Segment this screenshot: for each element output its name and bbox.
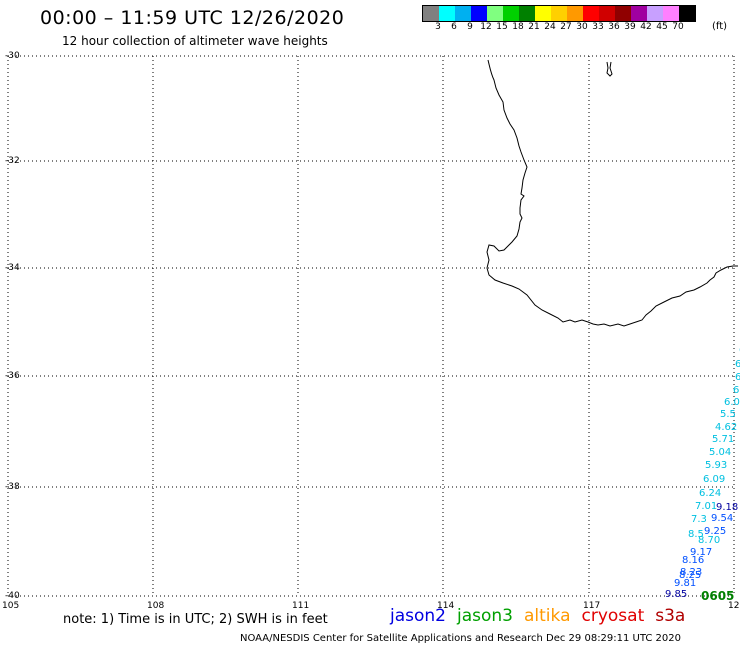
colorbar-tick-label: 33 bbox=[592, 22, 604, 32]
wave-height-label: 8.16 bbox=[682, 555, 704, 566]
latitude-label: -36 bbox=[5, 371, 20, 381]
legend-item-altika: altika bbox=[524, 606, 571, 626]
legend-item-cryosat: cryosat bbox=[581, 606, 645, 626]
footer-credit: NOAA/NESDIS Center for Satellite Applica… bbox=[240, 633, 682, 644]
colorbar-swatch bbox=[583, 6, 599, 21]
colorbar-swatch bbox=[455, 6, 471, 21]
wave-height-label: 5.71 bbox=[712, 434, 734, 445]
colorbar-tick-label: 9 bbox=[467, 22, 473, 32]
colorbar-tick-label: 18 bbox=[512, 22, 524, 32]
colorbar-tick-label: 3 bbox=[435, 22, 441, 32]
legend-item-jason3: jason3 bbox=[457, 606, 513, 626]
colorbar-swatch bbox=[503, 6, 519, 21]
latitude-label: -38 bbox=[5, 482, 20, 492]
wave-height-label: 9.17 bbox=[690, 547, 712, 558]
longitude-label: 114 bbox=[437, 601, 455, 611]
latitude-label: -40 bbox=[5, 591, 20, 601]
wave-height-label: 5.93 bbox=[705, 460, 727, 471]
colorbar-tick-label: 42 bbox=[640, 22, 652, 32]
altimeter-track: 66666.05.54.625.715.045.936.096.247.017.… bbox=[665, 345, 740, 603]
colorbar-tick-label: 45 bbox=[656, 22, 668, 32]
longitude-label: 108 bbox=[147, 601, 165, 611]
longitude-label: 120 bbox=[728, 601, 740, 611]
map-title: 00:00 – 11:59 UTC 12/26/2020 bbox=[40, 7, 345, 29]
wave-height-label: 9.81 bbox=[674, 578, 696, 589]
colorbar-swatch bbox=[551, 6, 567, 21]
wave-height-label: 6 bbox=[733, 385, 739, 396]
wave-height-label: 8.25 bbox=[679, 570, 701, 581]
colorbar-tick-label: 70 bbox=[672, 22, 684, 32]
legend-item-jason2: jason2 bbox=[390, 606, 446, 626]
latitude-label: -34 bbox=[5, 263, 20, 273]
wave-height-label: 8.70 bbox=[698, 535, 720, 546]
map-gridlines bbox=[7, 55, 735, 597]
australia-coastline bbox=[486, 59, 738, 327]
colorbar-tick-label: 36 bbox=[608, 22, 620, 32]
wave-height-label: 8.23 bbox=[680, 567, 702, 578]
latitude-label: -30 bbox=[5, 51, 20, 61]
wave-height-colorbar bbox=[422, 5, 696, 22]
wave-height-label: 9.54 bbox=[711, 513, 733, 524]
wave-height-label: 5.04 bbox=[709, 447, 731, 458]
colorbar-swatch bbox=[519, 6, 535, 21]
colorbar-swatch bbox=[535, 6, 551, 21]
wave-height-label: 8.5 bbox=[688, 529, 704, 540]
colorbar-tick-label: 27 bbox=[560, 22, 572, 32]
longitude-label: 111 bbox=[292, 601, 310, 611]
colorbar-tick-label: 30 bbox=[576, 22, 588, 32]
wave-height-label: 7.3 bbox=[691, 514, 707, 525]
longitude-label: 105 bbox=[2, 601, 20, 611]
colorbar-swatch bbox=[631, 6, 647, 21]
colorbar-tick-label: 15 bbox=[496, 22, 508, 32]
colorbar-swatch bbox=[663, 6, 679, 21]
wave-height-label: 6 bbox=[735, 372, 740, 383]
wave-height-label: 6.24 bbox=[699, 488, 721, 499]
colorbar-units: (ft) bbox=[712, 21, 728, 32]
wave-height-label: 7.01 bbox=[695, 501, 717, 512]
colorbar-swatch bbox=[423, 6, 439, 21]
colorbar-tick-label: 6 bbox=[451, 22, 457, 32]
island-outline bbox=[606, 61, 613, 77]
wave-height-label: 5.5 bbox=[720, 409, 736, 420]
colorbar-swatch bbox=[647, 6, 663, 21]
legend-item-s3a: s3a bbox=[655, 606, 686, 626]
colorbar-swatch bbox=[471, 6, 487, 21]
colorbar-swatch bbox=[599, 6, 615, 21]
longitude-label: 117 bbox=[583, 601, 601, 611]
colorbar-swatch bbox=[567, 6, 583, 21]
colorbar-swatch bbox=[439, 6, 455, 21]
wave-height-label: 9.25 bbox=[704, 526, 726, 537]
colorbar-swatch bbox=[487, 6, 503, 21]
track-time-label: 0605 bbox=[701, 589, 734, 603]
colorbar-labels: 3 6 9 12 15 18 21 24 27 30 33 36 39 42 45 70 bbox=[422, 22, 732, 34]
wave-height-label: 6.0 bbox=[724, 397, 740, 408]
wave-height-label: 9.85 bbox=[665, 589, 687, 600]
colorbar-tick-label: 12 bbox=[480, 22, 492, 32]
wave-height-label: 6 bbox=[735, 359, 740, 370]
colorbar-tick-label: 24 bbox=[544, 22, 556, 32]
colorbar-tick-label: 21 bbox=[528, 22, 540, 32]
colorbar-swatch bbox=[615, 6, 631, 21]
colorbar-swatch bbox=[679, 6, 695, 21]
wave-height-label: 9.18 bbox=[716, 502, 738, 513]
satellite-legend: jason2 jason3 altika cryosat s3a bbox=[390, 606, 696, 626]
map-subtitle: 12 hour collection of altimeter wave hei… bbox=[62, 34, 328, 48]
note-text: note: 1) Time is in UTC; 2) SWH is in fe… bbox=[63, 612, 328, 627]
latitude-label: -32 bbox=[5, 156, 20, 166]
wave-height-label: 4.62 bbox=[715, 422, 737, 433]
wave-height-label: 6.09 bbox=[703, 474, 725, 485]
colorbar-tick-label: 39 bbox=[624, 22, 636, 32]
